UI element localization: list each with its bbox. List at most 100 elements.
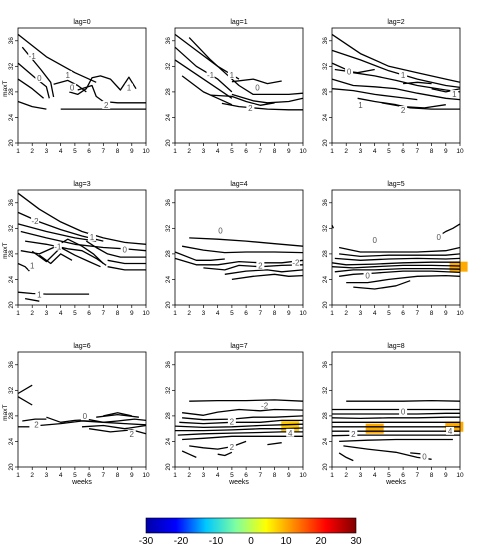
contour-label: 1 [452,90,457,99]
x-tick-label: 6 [401,310,405,317]
contour-line [174,251,225,261]
x-tick-label: 5 [387,472,391,479]
contour-lines [174,399,304,458]
contour-line [346,274,461,284]
contour-label: 0 [255,84,260,93]
contour-label-bg [349,430,358,439]
contour-label-bg [434,232,443,241]
panel-title: lag=0 [73,19,90,26]
x-tick-label: 4 [373,148,377,155]
contour-label: 0 [365,271,370,280]
contour-line [17,33,97,83]
contour-label-bg [256,261,265,270]
contour-line [17,192,147,245]
x-tick-label: 5 [73,310,77,317]
x-tick-label: 6 [87,148,91,155]
contour-label-bg [370,236,379,245]
y-tick-label: 32 [322,62,329,70]
contour-label-bg [31,216,40,225]
panel-title: lag=5 [387,181,404,188]
contour-label: 0 [37,74,42,83]
panel-lag-2: lag=2 0 1 1 2 1 1 2 3 4 5 6 7 8 9 10 20 24 28 32 36 [322,19,464,155]
x-tick-label: 4 [216,310,220,317]
contour-line [39,420,147,427]
contour-label: 0 [122,246,127,255]
contour-line [182,408,304,416]
y-tick-label: 36 [8,361,15,369]
panel-lag-4: lag=4 0 2 -2 1 2 3 4 5 6 7 8 9 10 20 24 28 32 36 [165,181,307,317]
contour-label: 1 [401,71,406,80]
y-tick-label: 28 [8,250,15,258]
x-tick-label: 2 [187,310,191,317]
contour-label-bg [246,104,255,113]
x-tick-label: 2 [30,148,34,155]
y-tick-label: 28 [165,250,172,258]
contour-label-bg [227,417,236,426]
contour-label-bg [35,290,44,299]
y-tick-label: 24 [322,113,329,121]
x-tick-label: 1 [330,472,334,479]
contour-line [179,419,303,425]
contour-label-bg [420,452,429,461]
contour-line [231,273,304,281]
contour-label: 0 [372,236,377,245]
contour-label-bg [227,70,236,79]
contour-line [17,100,47,110]
contour-label: -1 [29,52,37,61]
contour-label-bg [53,242,62,251]
x-tick-label: 3 [202,472,206,479]
y-tick-label: 20 [165,301,172,309]
y-tick-label: 32 [165,386,172,394]
contour-line [89,428,147,435]
x-tick-label: 9 [287,148,291,155]
y-tick-label: 32 [8,62,15,70]
y-tick-label: 36 [8,199,15,207]
x-tick-label: 1 [16,148,20,155]
x-tick-label: 4 [59,310,63,317]
contour-line [81,424,147,430]
panel-frame [17,189,147,306]
contour-line [17,62,50,99]
contour-line [343,445,432,460]
contour-label-bg [32,420,41,429]
y-tick-label: 36 [165,199,172,207]
contour-line [339,438,453,443]
contour-label: 4 [448,427,453,436]
x-tick-label: 10 [456,148,464,155]
contour-label: 0 [401,408,406,417]
contour-label: -1 [207,71,215,80]
x-tick-label: 3 [359,310,363,317]
x-tick-label: 10 [456,310,464,317]
y-axis-label: maxT [2,405,9,421]
contour-line [38,253,73,265]
contour-line [174,59,233,99]
contour-line [210,94,275,106]
contour-line [231,93,304,104]
y-tick-label: 24 [8,275,15,283]
x-tick-label: 2 [187,472,191,479]
contour-line [231,78,282,85]
contour-label-bg [399,70,408,79]
x-tick-label: 10 [142,148,150,155]
contour-label-bg [446,426,455,435]
contour-line [338,452,354,462]
x-tick-label: 4 [373,310,377,317]
contour-label-bg [363,271,372,280]
contour-line [189,399,304,402]
contour-line [353,280,411,290]
contour-line [17,291,90,295]
x-tick-label: 5 [230,472,234,479]
contour-line [17,262,30,272]
y-tick-label: 32 [165,62,172,70]
contour-lines [331,223,461,290]
x-tick-label: 2 [187,148,191,155]
contour-line [332,412,460,415]
hotspot [281,421,300,432]
x-tick-label: 3 [45,472,49,479]
x-tick-label: 7 [416,148,420,155]
contour-line [334,267,461,273]
x-tick-label: 9 [287,310,291,317]
